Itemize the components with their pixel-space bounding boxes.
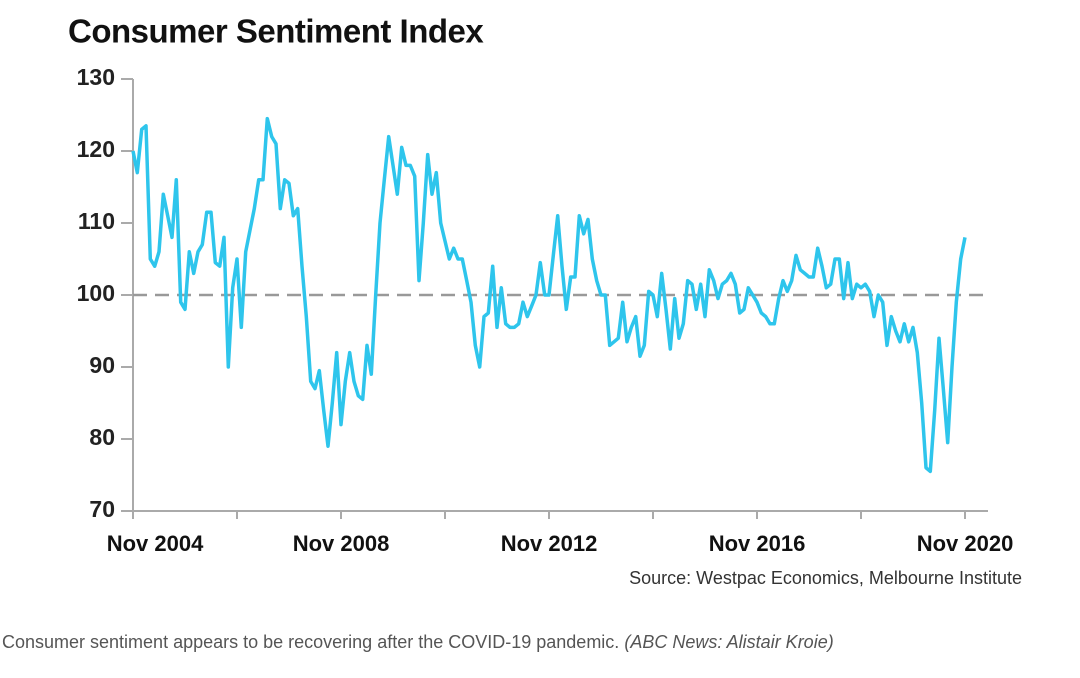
source-note: Source: Westpac Economics, Melbourne Ins… [629, 568, 1022, 588]
caption-credit: (ABC News: Alistair Kroie) [624, 632, 833, 652]
x-tick-label: Nov 2008 [293, 531, 390, 556]
y-tick-label: 80 [89, 424, 115, 450]
y-tick-label: 120 [77, 136, 115, 162]
series-line [131, 116, 967, 474]
caption: Consumer sentiment appears to be recover… [2, 632, 834, 652]
y-tick-label: 90 [89, 352, 115, 378]
y-tick-label: 130 [77, 64, 115, 90]
x-tick-label: Nov 2004 [107, 531, 204, 556]
y-tick-label: 110 [78, 208, 115, 234]
caption-text: Consumer sentiment appears to be recover… [2, 632, 619, 652]
chart-title: Consumer Sentiment Index [68, 13, 484, 50]
x-tick-label: Nov 2016 [709, 531, 806, 556]
y-tick-label: 70 [89, 496, 115, 522]
x-tick-label: Nov 2012 [501, 531, 598, 556]
y-tick-label: 100 [77, 280, 115, 306]
x-tick-label: Nov 2020 [917, 531, 1014, 556]
